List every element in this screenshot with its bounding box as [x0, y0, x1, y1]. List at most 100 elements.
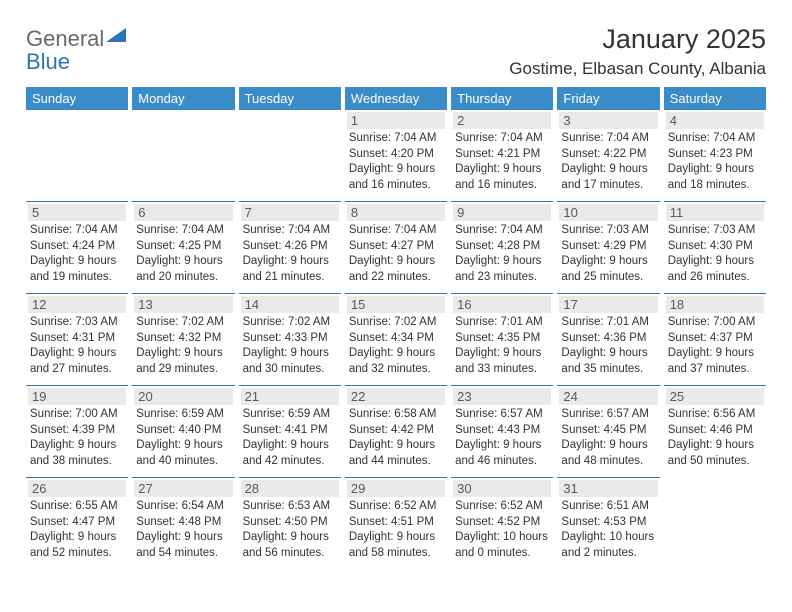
day-info: Sunrise: 6:55 AMSunset: 4:47 PMDaylight:…	[28, 499, 126, 561]
day-number: 26	[28, 480, 126, 497]
day-info: Sunrise: 7:01 AMSunset: 4:35 PMDaylight:…	[453, 315, 551, 377]
day-number: 24	[559, 388, 657, 405]
calendar-cell: 23 Sunrise: 6:57 AMSunset: 4:43 PMDayligh…	[451, 385, 553, 477]
day-info: Sunrise: 7:04 AMSunset: 4:23 PMDaylight:…	[666, 131, 764, 193]
calendar-cell: 19Sunrise: 7:00 AMSunset: 4:39 PMDayligh…	[26, 385, 128, 477]
logo-word1: General	[26, 26, 104, 51]
logo: General Blue	[26, 24, 126, 74]
day-info: Sunrise: 7:04 AMSunset: 4:21 PMDaylight:…	[453, 131, 551, 193]
calendar-cell: 18 Sunrise: 7:00 AMSunset: 4:37 PMDayligh…	[664, 293, 766, 385]
day-info: Sunrise: 7:00 AMSunset: 4:39 PMDaylight:…	[28, 407, 126, 469]
calendar-cell: 9 Sunrise: 7:04 AMSunset: 4:28 PMDaylight…	[451, 201, 553, 293]
calendar-cell: 21 Sunrise: 6:59 AMSunset: 4:41 PMDayligh…	[239, 385, 341, 477]
day-number: 6	[134, 204, 232, 221]
day-header: Thursday	[451, 87, 553, 110]
day-number: 5	[28, 204, 126, 221]
header: General Blue January 2025 Gostime, Elbas…	[26, 24, 766, 79]
calendar-cell: 28 Sunrise: 6:53 AMSunset: 4:50 PMDayligh…	[239, 477, 341, 569]
calendar-cell	[239, 110, 341, 201]
page-title: January 2025	[509, 24, 766, 55]
calendar-cell: 12 Sunrise: 7:03 AMSunset: 4:31 PMDayligh…	[26, 293, 128, 385]
day-header: Tuesday	[239, 87, 341, 110]
calendar-cell: 6 Sunrise: 7:04 AMSunset: 4:25 PMDaylight…	[132, 201, 234, 293]
day-number: 11	[666, 204, 764, 221]
calendar-cell: 8Sunrise: 7:04 AMSunset: 4:27 PMDaylight…	[345, 201, 447, 293]
calendar-cell: 14 Sunrise: 7:02 AMSunset: 4:33 PMDayligh…	[239, 293, 341, 385]
day-number: 22	[347, 388, 445, 405]
day-info: Sunrise: 6:59 AMSunset: 4:41 PMDaylight:…	[241, 407, 339, 469]
day-number: 12	[28, 296, 126, 313]
day-number: 18	[666, 296, 764, 313]
day-info: Sunrise: 6:51 AMSunset: 4:53 PMDaylight:…	[559, 499, 657, 561]
calendar-cell: 13 Sunrise: 7:02 AMSunset: 4:32 PMDayligh…	[132, 293, 234, 385]
day-number: 7	[241, 204, 339, 221]
day-info: Sunrise: 7:02 AMSunset: 4:33 PMDaylight:…	[241, 315, 339, 377]
day-number: 1	[347, 112, 445, 129]
calendar-cell: 25 Sunrise: 6:56 AMSunset: 4:46 PMDayligh…	[664, 385, 766, 477]
calendar-cell: 29 Sunrise: 6:52 AMSunset: 4:51 PMDayligh…	[345, 477, 447, 569]
day-info: Sunrise: 6:52 AMSunset: 4:52 PMDaylight:…	[453, 499, 551, 561]
calendar-cell: 11 Sunrise: 7:03 AMSunset: 4:30 PMDayligh…	[664, 201, 766, 293]
day-info: Sunrise: 6:58 AMSunset: 4:42 PMDaylight:…	[347, 407, 445, 469]
day-number: 27	[134, 480, 232, 497]
calendar-cell: 24 Sunrise: 6:57 AMSunset: 4:45 PMDayligh…	[557, 385, 659, 477]
day-number: 13	[134, 296, 232, 313]
day-info: Sunrise: 7:04 AMSunset: 4:25 PMDaylight:…	[134, 223, 232, 285]
day-info: Sunrise: 7:00 AMSunset: 4:37 PMDaylight:…	[666, 315, 764, 377]
day-info: Sunrise: 6:59 AMSunset: 4:40 PMDaylight:…	[134, 407, 232, 469]
title-block: January 2025 Gostime, Elbasan County, Al…	[509, 24, 766, 79]
day-number: 8	[347, 204, 445, 221]
calendar-cell: 7Sunrise: 7:04 AMSunset: 4:26 PMDaylight…	[239, 201, 341, 293]
calendar-cell: 2 Sunrise: 7:04 AMSunset: 4:21 PMDaylight…	[451, 110, 553, 201]
day-info: Sunrise: 7:03 AMSunset: 4:31 PMDaylight:…	[28, 315, 126, 377]
day-number: 31	[559, 480, 657, 497]
day-info: Sunrise: 7:04 AMSunset: 4:28 PMDaylight:…	[453, 223, 551, 285]
logo-word2: Blue	[26, 49, 70, 74]
day-header: Saturday	[664, 87, 766, 110]
day-info: Sunrise: 7:03 AMSunset: 4:30 PMDaylight:…	[666, 223, 764, 285]
calendar-cell: 27 Sunrise: 6:54 AMSunset: 4:48 PMDayligh…	[132, 477, 234, 569]
calendar-cell: 10 Sunrise: 7:03 AMSunset: 4:29 PMDayligh…	[557, 201, 659, 293]
day-info: Sunrise: 7:03 AMSunset: 4:29 PMDaylight:…	[559, 223, 657, 285]
calendar-cell: 31 Sunrise: 6:51 AMSunset: 4:53 PMDayligh…	[557, 477, 659, 569]
day-number: 16	[453, 296, 551, 313]
calendar-cell	[132, 110, 234, 201]
day-number: 29	[347, 480, 445, 497]
day-number: 4	[666, 112, 764, 129]
calendar-cell: 30Sunrise: 6:52 AMSunset: 4:52 PMDayligh…	[451, 477, 553, 569]
day-number: 20	[134, 388, 232, 405]
calendar-cell: 20 Sunrise: 6:59 AMSunset: 4:40 PMDayligh…	[132, 385, 234, 477]
logo-triangle-icon	[106, 28, 126, 47]
day-info: Sunrise: 7:04 AMSunset: 4:24 PMDaylight:…	[28, 223, 126, 285]
calendar-cell: 22 Sunrise: 6:58 AMSunset: 4:42 PMDayligh…	[345, 385, 447, 477]
calendar-cell: 4 Sunrise: 7:04 AMSunset: 4:23 PMDaylight…	[664, 110, 766, 201]
day-number: 10	[559, 204, 657, 221]
day-number: 23	[453, 388, 551, 405]
calendar-grid: SundayMondayTuesdayWednesdayThursdayFrid…	[26, 87, 766, 569]
day-info: Sunrise: 6:54 AMSunset: 4:48 PMDaylight:…	[134, 499, 232, 561]
day-info: Sunrise: 6:57 AMSunset: 4:45 PMDaylight:…	[559, 407, 657, 469]
day-info: Sunrise: 7:01 AMSunset: 4:36 PMDaylight:…	[559, 315, 657, 377]
calendar-cell: 5 Sunrise: 7:04 AMSunset: 4:24 PMDaylight…	[26, 201, 128, 293]
day-header: Sunday	[26, 87, 128, 110]
day-number: 2	[453, 112, 551, 129]
day-number: 28	[241, 480, 339, 497]
day-info: Sunrise: 6:53 AMSunset: 4:50 PMDaylight:…	[241, 499, 339, 561]
calendar-cell: 26 Sunrise: 6:55 AMSunset: 4:47 PMDayligh…	[26, 477, 128, 569]
day-number: 25	[666, 388, 764, 405]
day-info: Sunrise: 7:04 AMSunset: 4:20 PMDaylight:…	[347, 131, 445, 193]
calendar-cell: 3Sunrise: 7:04 AMSunset: 4:22 PMDaylight…	[557, 110, 659, 201]
day-info: Sunrise: 7:04 AMSunset: 4:22 PMDaylight:…	[559, 131, 657, 193]
day-info: Sunrise: 7:02 AMSunset: 4:34 PMDaylight:…	[347, 315, 445, 377]
calendar-cell: 16 Sunrise: 7:01 AMSunset: 4:35 PMDayligh…	[451, 293, 553, 385]
day-number: 9	[453, 204, 551, 221]
location: Gostime, Elbasan County, Albania	[509, 59, 766, 79]
day-info: Sunrise: 6:52 AMSunset: 4:51 PMDaylight:…	[347, 499, 445, 561]
day-info: Sunrise: 6:56 AMSunset: 4:46 PMDaylight:…	[666, 407, 764, 469]
day-header: Friday	[557, 87, 659, 110]
day-info: Sunrise: 6:57 AMSunset: 4:43 PMDaylight:…	[453, 407, 551, 469]
calendar-cell: 15Sunrise: 7:02 AMSunset: 4:34 PMDayligh…	[345, 293, 447, 385]
day-number: 21	[241, 388, 339, 405]
day-info: Sunrise: 7:02 AMSunset: 4:32 PMDaylight:…	[134, 315, 232, 377]
day-number: 14	[241, 296, 339, 313]
